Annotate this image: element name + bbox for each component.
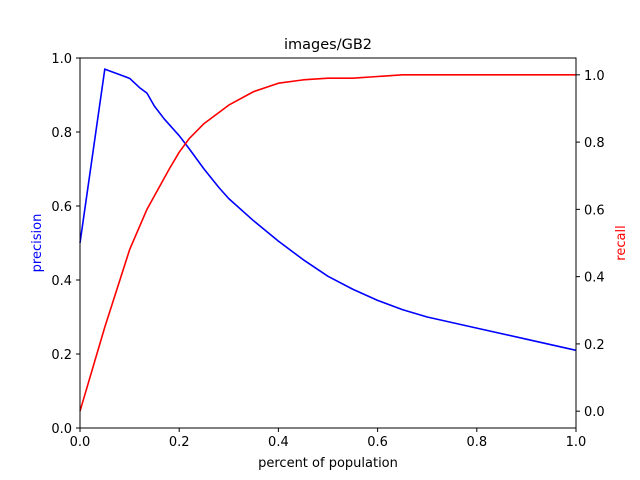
plot-frame [79, 57, 577, 429]
y-axis-left: 0.0 0.2 0.4 0.6 0.8 1.0 [51, 52, 80, 437]
x-tick-label: 0.6 [367, 435, 388, 450]
x-tick-label: 0.4 [268, 435, 289, 450]
y-right-tick-label: 1.0 [584, 69, 605, 84]
y-left-tick-label: 0.0 [51, 422, 72, 437]
y-left-tick-label: 0.6 [51, 200, 72, 215]
y-right-tick-label: 0.8 [584, 136, 605, 151]
x-tick-label: 0.0 [70, 435, 91, 450]
series-line-precision [79, 68, 577, 352]
y-right-tick-label: 0.2 [584, 338, 605, 353]
x-tick-label: 1.0 [566, 435, 587, 450]
series-line-recall [79, 74, 576, 412]
series-layer [79, 68, 577, 412]
x-axis-label: percent of population [258, 456, 398, 471]
y-left-tick-label: 1.0 [51, 52, 72, 67]
y-right-tick-label: 0.6 [584, 203, 605, 218]
x-axis: 0.0 0.2 0.4 0.6 0.8 1.0 [70, 428, 587, 450]
chart-title: images/GB2 [284, 37, 372, 53]
x-tick-label: 0.8 [466, 435, 487, 450]
y-left-tick-label: 0.2 [51, 348, 72, 363]
y-axis-right: 0.0 0.2 0.4 0.6 0.8 1.0 [576, 69, 605, 420]
y-axis-left-label: precision [30, 214, 45, 273]
x-tick-label: 0.2 [169, 435, 190, 450]
y-right-tick-label: 0.4 [584, 271, 605, 286]
y-right-tick-label: 0.0 [584, 405, 605, 420]
y-left-tick-label: 0.4 [51, 274, 72, 289]
y-left-tick-label: 0.8 [51, 126, 72, 141]
y-axis-right-label: recall [614, 225, 629, 260]
